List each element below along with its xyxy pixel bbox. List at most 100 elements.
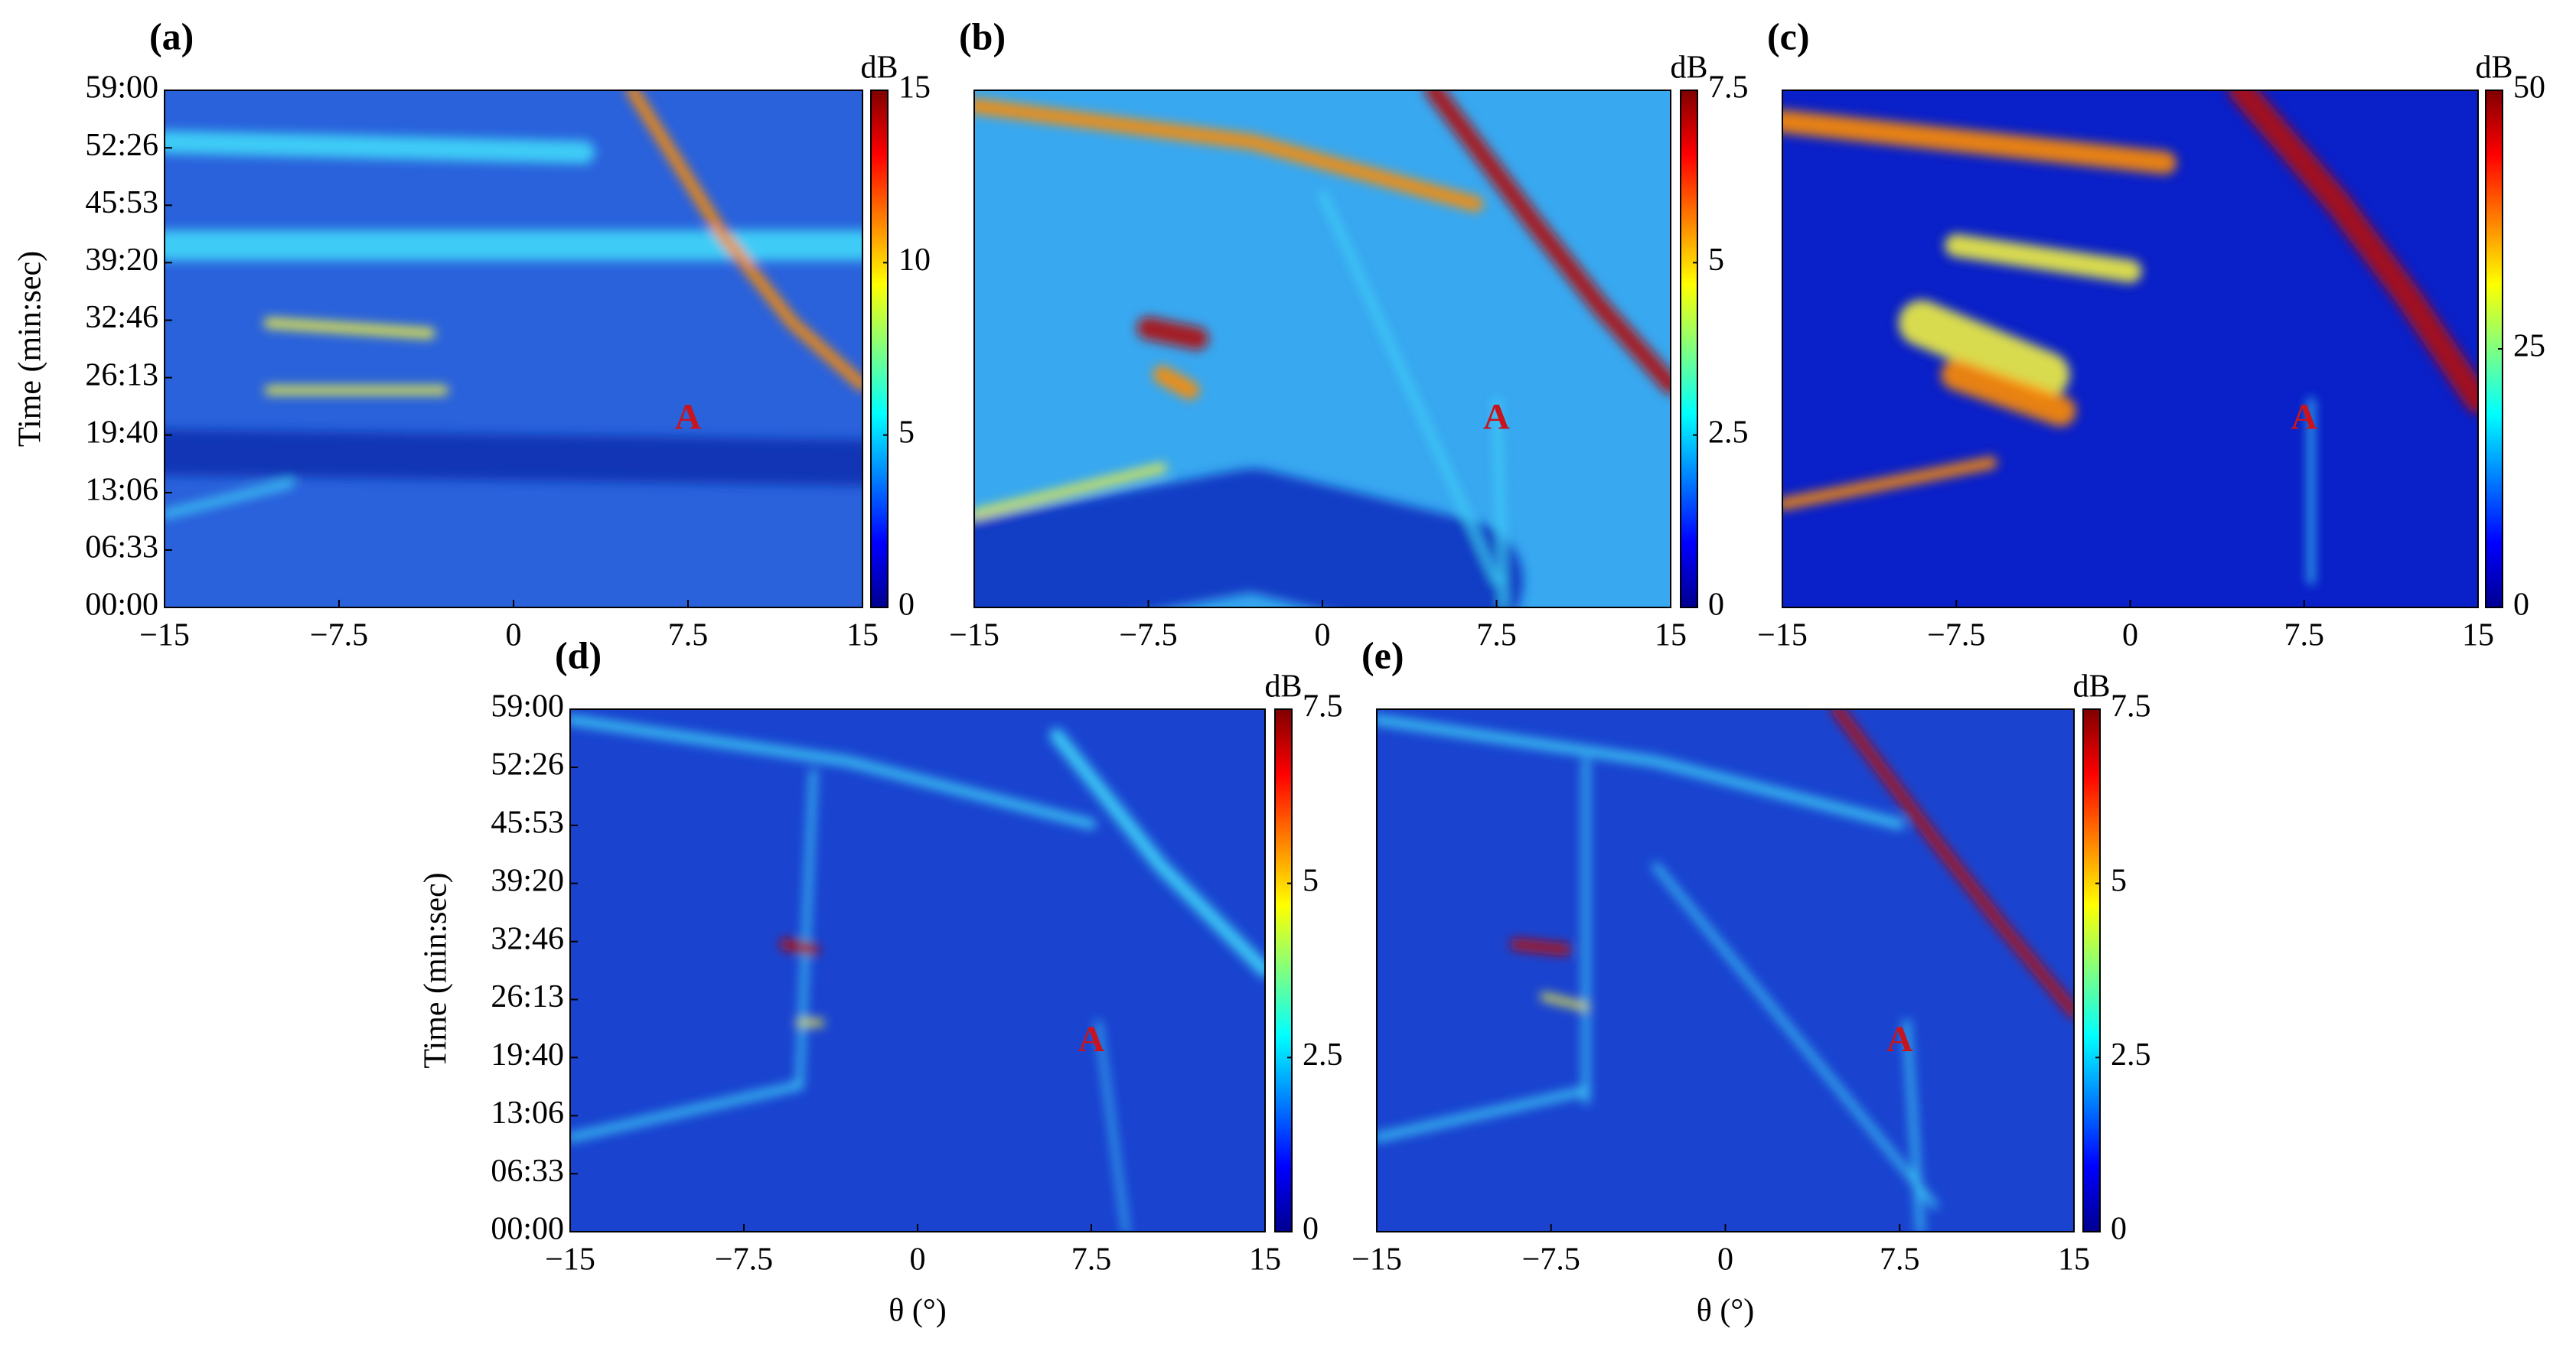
panel-label: (e) <box>1361 633 1404 676</box>
colorbar-tick-label: 7.5 <box>1708 70 1749 106</box>
heatmap-track <box>165 429 862 486</box>
heatmap-track <box>1540 992 1590 1011</box>
annotation: A <box>675 397 702 438</box>
y-tick-label: 32:46 <box>85 300 158 335</box>
heatmap-track <box>2228 90 2478 414</box>
heatmap-track <box>263 317 435 339</box>
x-tick-label: −15 <box>1757 618 1808 653</box>
heatmap-track <box>1903 1019 1924 1232</box>
heatmap <box>570 709 1265 1232</box>
heatmap-track <box>1898 300 2070 398</box>
y-tick-label: 39:20 <box>85 243 158 278</box>
y-tick-label: 32:46 <box>491 921 564 956</box>
colorbar-label: dB <box>1264 669 1302 705</box>
heatmap-background <box>570 709 1265 1232</box>
colorbar-tick-label: 2.5 <box>2111 1037 2151 1073</box>
heatmap-track <box>1782 109 2177 174</box>
panel: −15 −7.5 0 7.5 15 (b) AdB 0 2.5 5 7.5 <box>949 15 1748 653</box>
colorbar-tick-label: 0 <box>2111 1212 2127 1247</box>
colorbar-tick-label: 5 <box>2111 863 2127 898</box>
colorbar-label: dB <box>2475 50 2512 86</box>
colorbar-tick-label: 7.5 <box>1303 689 1343 724</box>
heatmap-track <box>779 938 820 956</box>
x-tick-label: −15 <box>949 618 999 653</box>
x-tick-label: 0 <box>2122 618 2138 653</box>
y-tick-label: 00:00 <box>491 1212 564 1247</box>
colorbar <box>2082 708 2101 1232</box>
annotation: A <box>2291 397 2317 438</box>
x-tick-label: 15 <box>1655 618 1687 653</box>
heatmap-track <box>1945 233 2142 283</box>
colorbar-tick-label: 5 <box>1708 243 1724 278</box>
heatmap <box>974 90 1671 607</box>
x-tick-label: −15 <box>1352 1242 1402 1278</box>
panel-label: (d) <box>555 633 602 676</box>
annotation: A <box>1886 1019 1913 1060</box>
heatmap-track <box>1377 1086 1590 1142</box>
y-tick-label: 26:13 <box>491 979 564 1014</box>
colorbar-tick-label: 0 <box>898 588 915 623</box>
colorbar-tick-label: 5 <box>898 415 915 450</box>
colorbar-tick-label: 50 <box>2513 70 2545 106</box>
heatmap-texture <box>1782 90 2478 585</box>
y-tick-label: 19:40 <box>85 415 158 450</box>
x-tick-label: 7.5 <box>2284 618 2325 653</box>
panel: −15 −7.5 0 7.5 15 (c) AdB 0 25 50 <box>1757 15 2545 653</box>
x-tick-label: 7.5 <box>1476 618 1517 653</box>
x-tick-label: −7.5 <box>1927 618 1985 653</box>
panel-label: (a) <box>149 15 194 57</box>
annotation: A <box>1078 1019 1105 1060</box>
y-tick-label: 39:20 <box>491 863 564 898</box>
y-axis-label: Time (min:sec) <box>13 251 48 447</box>
x-tick-label: −15 <box>545 1242 595 1278</box>
y-tick-label: 06:33 <box>491 1154 564 1189</box>
heatmap <box>1377 709 2074 1232</box>
y-tick-label: 52:26 <box>491 747 564 783</box>
colorbar-tick-label: 15 <box>898 70 931 106</box>
heatmap-background <box>1377 709 2074 1232</box>
panel-label: (b) <box>959 15 1006 57</box>
heatmap-track <box>1319 190 1500 585</box>
y-tick-label: 59:00 <box>491 689 564 724</box>
panel: −15 −7.5 0 7.5 15 00:00 06:33 13:06 19:40 26:13 32… <box>419 633 1343 1328</box>
heatmap-track <box>1424 90 1671 395</box>
heatmap-track <box>974 98 1484 212</box>
x-tick-label: 0 <box>910 1242 926 1278</box>
x-tick-label: 0 <box>1315 618 1331 653</box>
heatmap-track <box>165 130 595 164</box>
heatmap-track <box>1136 316 1209 350</box>
colorbar-tick-label: 0 <box>2513 588 2529 623</box>
y-tick-label: 00:00 <box>85 588 158 623</box>
heatmap <box>165 90 862 607</box>
colorbar <box>1274 708 1293 1232</box>
colorbar <box>870 90 889 608</box>
x-tick-label: −7.5 <box>1522 1242 1580 1278</box>
y-tick-label: 06:33 <box>85 530 158 565</box>
heatmap-track <box>626 90 862 392</box>
heatmap-track <box>796 768 817 1089</box>
x-axis-label: θ (°) <box>889 1294 946 1329</box>
colorbar-label: dB <box>860 50 898 86</box>
y-tick-label: 13:06 <box>491 1096 564 1131</box>
heatmap-track <box>570 715 1096 829</box>
heatmap-track <box>1153 365 1200 400</box>
x-axis-label: θ (°) <box>1697 1294 1754 1329</box>
x-tick-label: −7.5 <box>715 1242 773 1278</box>
heatmap-track <box>1377 715 1905 829</box>
y-tick-label: 26:13 <box>85 357 158 392</box>
y-tick-label: 45:53 <box>491 805 564 840</box>
annotation: A <box>1483 397 1510 438</box>
heatmap-texture <box>974 90 1671 607</box>
heatmap-background <box>165 90 862 607</box>
x-tick-label: 15 <box>2462 618 2494 653</box>
colorbar-tick-label: 25 <box>2513 329 2545 364</box>
x-tick-label: 7.5 <box>1880 1242 1920 1278</box>
x-tick-label: 7.5 <box>1071 1242 1112 1278</box>
heatmap-texture <box>1377 709 2074 1232</box>
x-tick-label: −7.5 <box>310 618 368 653</box>
heatmap-track <box>1782 456 1997 510</box>
x-tick-label: 7.5 <box>668 618 709 653</box>
colorbar-tick-label: 0 <box>1303 1212 1319 1247</box>
heatmap-track <box>1831 709 2074 1019</box>
